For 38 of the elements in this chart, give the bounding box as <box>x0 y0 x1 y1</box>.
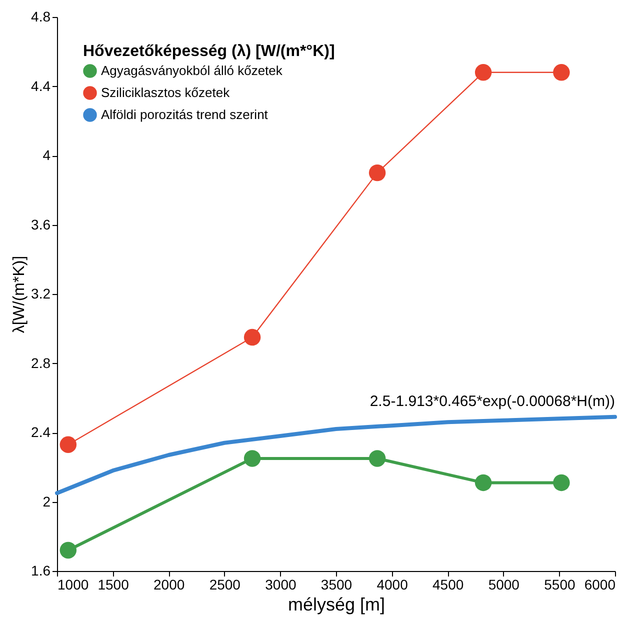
y-tick-label: 4.8 <box>31 8 51 24</box>
x-tick-label: 2000 <box>154 576 185 592</box>
x-axis-title: mélység [m] <box>288 594 386 614</box>
x-tick-label: 3500 <box>320 576 352 592</box>
point <box>60 542 77 559</box>
point <box>60 436 77 453</box>
x-tick-label: 5500 <box>544 576 576 592</box>
legend-label: Sziliciklasztos kőzetek <box>101 85 230 100</box>
y-tick-label: 4 <box>42 147 51 163</box>
y-tick-label: 2 <box>42 493 51 510</box>
x-tick-label: 3000 <box>265 576 296 592</box>
x-tick-label: 1500 <box>98 576 130 592</box>
point <box>474 474 492 492</box>
y-tick-label: 2.8 <box>31 354 51 371</box>
annotation: 2.5-1.913*0.465*exp(-0.00068*H(m)) <box>370 392 615 410</box>
legend-title: Hővezetőképesség (λ) [W/(m*°K)] <box>83 43 335 60</box>
x-tick-label: 4500 <box>432 576 464 592</box>
x-tick-label: 5000 <box>488 576 520 592</box>
y-tick-label: 4.4 <box>31 78 51 94</box>
x-tick-label: 6000 <box>584 576 616 592</box>
x-tick-label: 1000 <box>58 576 89 592</box>
point <box>553 474 570 492</box>
point <box>244 328 261 346</box>
point <box>368 450 386 467</box>
legend-label: Agyagásványokból álló kőzetek <box>101 63 283 78</box>
point <box>244 450 261 467</box>
y-tick-label: 1.6 <box>31 562 51 578</box>
y-axis-title: λ[W/(m*K)] <box>11 256 28 334</box>
y-tick-label: 2.4 <box>31 424 51 440</box>
point <box>553 64 570 81</box>
line-series <box>55 414 617 496</box>
legend-label: Alföldi porozitás trend szerint <box>101 107 268 122</box>
x-tick-label: 4000 <box>376 576 408 592</box>
y-tick-label: 3.6 <box>31 216 51 232</box>
point <box>474 64 492 81</box>
x-tick-label: 2500 <box>209 576 241 592</box>
point <box>368 164 386 182</box>
y-tick-label: 3.2 <box>31 286 51 302</box>
